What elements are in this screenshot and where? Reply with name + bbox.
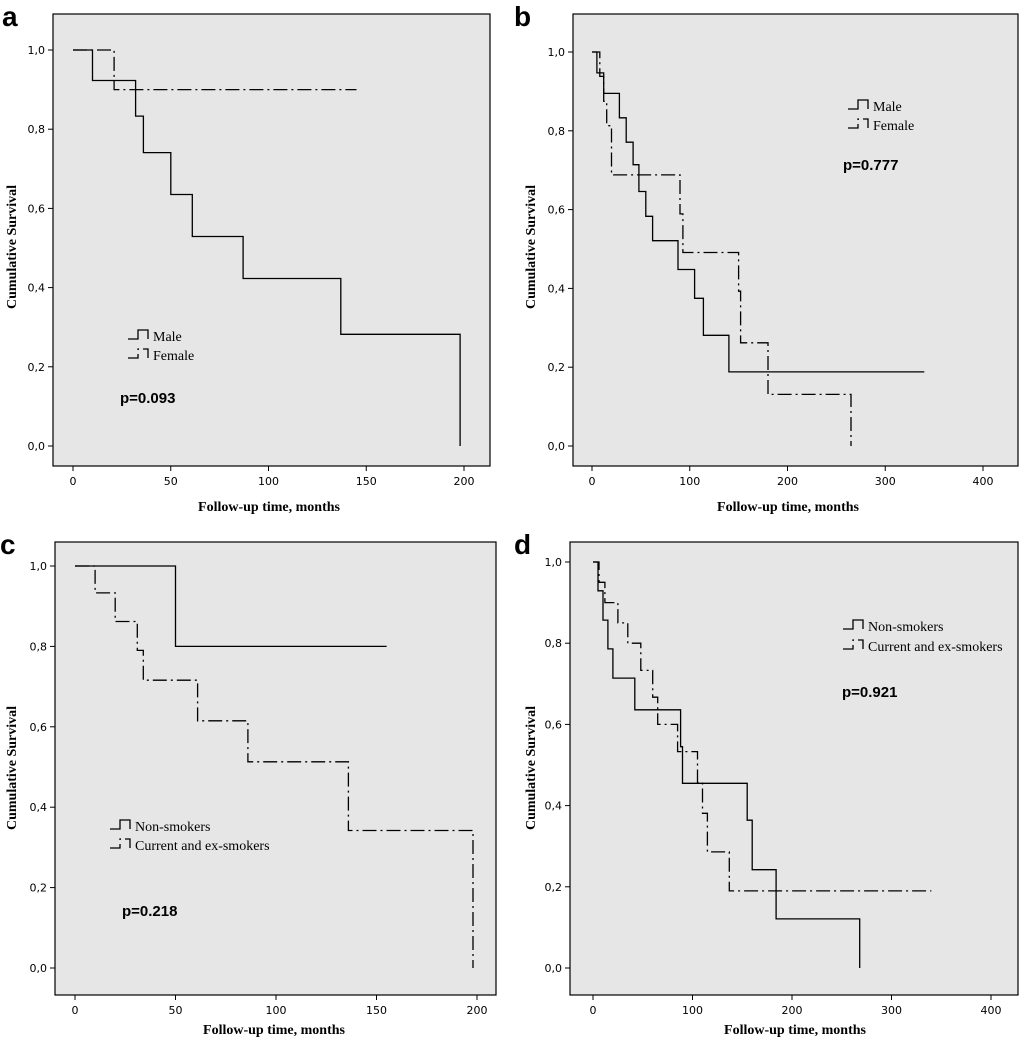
legend-symbol bbox=[843, 639, 864, 650]
p-value-annotation: p=0.777 bbox=[843, 157, 898, 174]
x-tick-label: 100 bbox=[679, 475, 700, 488]
x-tick-label: 50 bbox=[169, 1004, 183, 1017]
y-tick-label: 0,2 bbox=[30, 882, 48, 895]
x-tick-label: 100 bbox=[266, 1004, 287, 1017]
x-tick-label: 200 bbox=[782, 1004, 803, 1017]
y-axis-label: Cumulative Survival bbox=[524, 185, 539, 309]
panel-label: a bbox=[2, 1, 18, 32]
survival-curve-current-and-ex-smokers bbox=[75, 565, 474, 968]
x-tick-label: 400 bbox=[981, 1004, 1002, 1017]
plot-area bbox=[52, 13, 491, 467]
legend-label: Female bbox=[153, 349, 194, 364]
y-axis-label: Cumulative Survival bbox=[5, 706, 20, 830]
survival-curve-non-smokers bbox=[75, 565, 387, 648]
y-tick-label: 1,0 bbox=[548, 46, 566, 59]
y-tick-label: 0,8 bbox=[30, 640, 48, 653]
y-tick-label: 1,0 bbox=[545, 556, 563, 569]
survival-curve-current-and-ex-smokers bbox=[593, 561, 932, 892]
y-tick-label: 0,6 bbox=[548, 204, 566, 217]
plot-area bbox=[572, 13, 1019, 467]
survival-curve-female bbox=[73, 49, 357, 91]
x-tick-label: 100 bbox=[682, 1004, 703, 1017]
y-tick-label: 1,0 bbox=[28, 44, 46, 57]
y-tick-label: 0,4 bbox=[545, 800, 563, 813]
p-value-annotation: p=0.921 bbox=[842, 684, 897, 701]
chart-panel-a: a 0,0 0,2 0,4 0,6 0,8 1,0 0 50 100 150 200 Follow-up… bbox=[2, 1, 491, 515]
x-tick-label: 100 bbox=[258, 475, 279, 488]
x-axis-label: Follow-up time, months bbox=[203, 1023, 346, 1038]
legend-symbol bbox=[848, 99, 869, 110]
plot-area bbox=[569, 541, 1019, 996]
x-tick-label: 300 bbox=[881, 1004, 902, 1017]
legend-symbol bbox=[110, 838, 131, 849]
legend-symbol bbox=[843, 619, 864, 630]
legend-label: Non-smokers bbox=[135, 820, 210, 835]
legend-label: Female bbox=[873, 119, 914, 134]
legend-label: Male bbox=[873, 100, 902, 115]
plot-area bbox=[54, 541, 497, 996]
legend-label: Current and ex-smokers bbox=[868, 640, 1003, 655]
survival-curve-male bbox=[73, 49, 461, 446]
x-tick-label: 0 bbox=[590, 1004, 597, 1017]
survival-curve-male bbox=[592, 51, 925, 373]
x-tick-label: 0 bbox=[589, 475, 596, 488]
legend-symbol bbox=[128, 348, 149, 359]
y-tick-label: 0,0 bbox=[28, 440, 46, 453]
y-tick-label: 1,0 bbox=[30, 560, 48, 573]
y-tick-label: 0,8 bbox=[545, 637, 563, 650]
x-tick-label: 150 bbox=[356, 475, 377, 488]
legend-label: Current and ex-smokers bbox=[135, 839, 270, 854]
panel-label: d bbox=[514, 529, 531, 560]
y-tick-label: 0,0 bbox=[548, 440, 566, 453]
x-tick-label: 200 bbox=[454, 475, 475, 488]
y-tick-label: 0,0 bbox=[545, 962, 563, 975]
y-tick-label: 0,4 bbox=[28, 282, 46, 295]
x-tick-label: 200 bbox=[777, 475, 798, 488]
x-tick-label: 200 bbox=[467, 1004, 488, 1017]
y-tick-label: 0,2 bbox=[545, 881, 563, 894]
legend-label: Non-smokers bbox=[868, 620, 943, 635]
survival-curve-female bbox=[592, 51, 852, 446]
x-axis-label: Follow-up time, months bbox=[717, 500, 860, 515]
chart-panel-d: d 0,0 0,2 0,4 0,6 0,8 1,0 0 100 200 300 400 Follow-u… bbox=[514, 529, 1019, 1038]
y-tick-label: 0,4 bbox=[30, 801, 48, 814]
p-value-annotation: p=0.093 bbox=[120, 390, 175, 407]
y-tick-label: 0,4 bbox=[548, 282, 566, 295]
legend-symbol bbox=[110, 819, 131, 830]
y-axis-label: Cumulative Survival bbox=[5, 185, 20, 309]
x-tick-label: 0 bbox=[72, 1004, 79, 1017]
y-tick-label: 0,6 bbox=[28, 202, 46, 215]
y-tick-label: 0,8 bbox=[28, 123, 46, 136]
x-tick-label: 50 bbox=[164, 475, 178, 488]
x-axis-label: Follow-up time, months bbox=[724, 1023, 867, 1038]
survival-curve-non-smokers bbox=[593, 561, 861, 968]
x-tick-label: 300 bbox=[875, 475, 896, 488]
y-tick-label: 0,2 bbox=[548, 361, 566, 374]
y-tick-label: 0,0 bbox=[30, 962, 48, 975]
legend-label: Male bbox=[153, 330, 182, 345]
panel-label: b bbox=[514, 1, 531, 32]
legend-symbol bbox=[848, 118, 869, 129]
x-axis-label: Follow-up time, months bbox=[198, 500, 341, 515]
panel-label: c bbox=[0, 529, 16, 560]
x-tick-label: 0 bbox=[70, 475, 77, 488]
x-tick-label: 400 bbox=[973, 475, 994, 488]
y-tick-label: 0,6 bbox=[30, 721, 48, 734]
y-tick-label: 0,2 bbox=[28, 361, 46, 374]
chart-panel-c: c 0,0 0,2 0,4 0,6 0,8 1,0 0 50 100 150 200 Follow-up… bbox=[0, 529, 497, 1038]
p-value-annotation: p=0.218 bbox=[122, 903, 177, 920]
legend-symbol bbox=[128, 329, 149, 340]
chart-panel-b: b 0,0 0,2 0,4 0,6 0,8 1,0 0 100 200 300 400 Follow-u… bbox=[514, 1, 1019, 515]
x-tick-label: 150 bbox=[366, 1004, 387, 1017]
y-tick-label: 0,6 bbox=[545, 718, 563, 731]
y-tick-label: 0,8 bbox=[548, 125, 566, 138]
y-axis-label: Cumulative Survival bbox=[524, 706, 539, 830]
